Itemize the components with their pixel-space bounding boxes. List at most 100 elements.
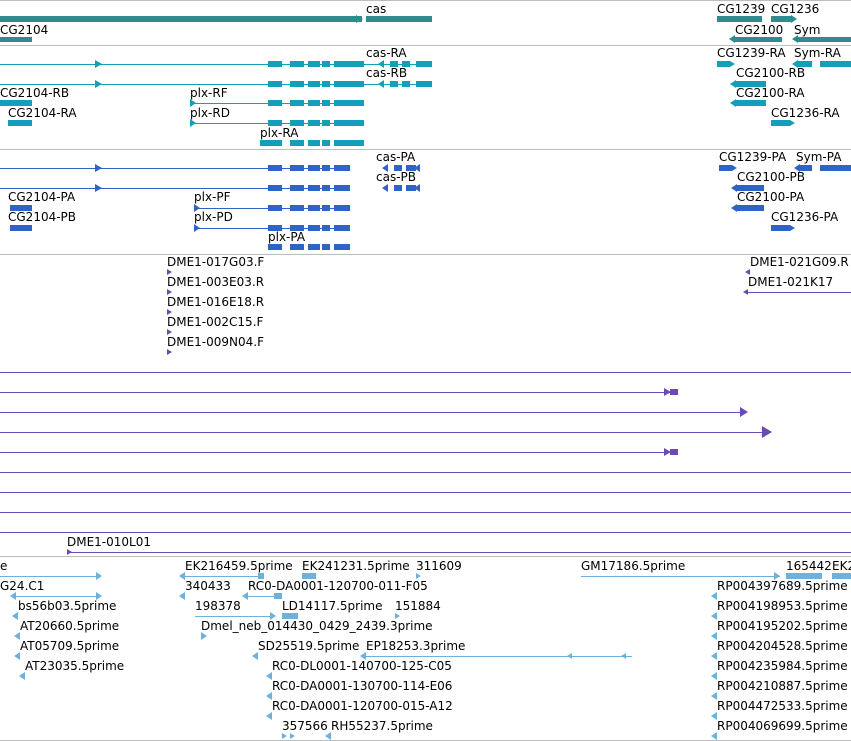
- track-divider: [0, 45, 851, 46]
- feature-exon-block: [322, 225, 330, 231]
- feature-label: 357566: [282, 719, 328, 733]
- feature-intron-line: [366, 656, 632, 657]
- feature-label: DME1-009N04.F: [167, 335, 265, 349]
- feature-exon-block: [334, 205, 350, 211]
- feature-exon-block: [800, 165, 812, 171]
- feature-label: CG2100-PB: [737, 170, 806, 184]
- feature-label: plx-RA: [260, 126, 299, 140]
- strand-arrow-left-icon: [14, 632, 20, 640]
- feature-exon-block: [274, 593, 282, 599]
- feature-exon-block: [334, 140, 364, 146]
- feature-exon-block: [334, 81, 364, 87]
- feature-label: CG2100-RB: [736, 66, 806, 80]
- feature-intron-line: [0, 64, 432, 65]
- feature-exon-block: [670, 389, 678, 395]
- track-divider: [0, 0, 851, 1]
- feature-exon-block: [717, 16, 762, 22]
- strand-arrow-right-icon: [95, 60, 102, 68]
- feature-exon-block: [268, 205, 282, 211]
- strand-arrow-right-icon: [96, 572, 102, 580]
- strand-arrow-right-icon: [194, 224, 200, 232]
- feature-exon-block: [308, 81, 320, 87]
- strand-arrow-right-icon: [190, 99, 196, 107]
- strand-arrow-right-icon: [762, 426, 772, 438]
- feature-label: 151884: [395, 599, 441, 613]
- feature-exon-block: [322, 61, 330, 67]
- strand-arrow-left-icon: [252, 652, 258, 660]
- strand-arrow-left-icon: [711, 592, 717, 600]
- feature-exon-block: [290, 120, 304, 126]
- strand-arrow-left-icon: [711, 632, 717, 640]
- feature-label: RP004069699.5prime: [717, 719, 848, 733]
- feature-exon-block: [268, 61, 282, 67]
- feature-intron-line: [581, 576, 780, 577]
- strand-arrow-left-icon: [179, 592, 185, 600]
- feature-exon-block: [771, 120, 790, 126]
- feature-label: DME1-021K17: [748, 275, 834, 289]
- strand-arrow-right-icon: [774, 572, 780, 580]
- feature-label: 311609: [416, 559, 462, 573]
- feature-exon-block: [322, 140, 330, 146]
- feature-exon-block: [290, 225, 304, 231]
- strand-arrow-left-icon: [266, 672, 272, 680]
- feature-exon-block: [366, 16, 432, 22]
- feature-exon-block: [394, 185, 402, 191]
- strand-arrow-left-icon: [711, 692, 717, 700]
- strand-arrow-right-icon: [67, 549, 72, 555]
- feature-label: CG2100-RA: [736, 86, 805, 100]
- strand-arrow-left-icon: [414, 184, 420, 192]
- strand-arrow-right-icon: [167, 309, 172, 315]
- feature-exon-block: [260, 140, 282, 146]
- feature-label: plx-RD: [190, 106, 230, 120]
- feature-label: AT23035.5prime: [25, 659, 125, 673]
- feature-exon-block: [786, 573, 822, 579]
- feature-exon-block: [302, 573, 316, 579]
- feature-label: CG1236-PA: [771, 210, 839, 224]
- feature-label: RP004235984.5prime: [717, 659, 848, 673]
- feature-exon-block: [268, 100, 282, 106]
- feature-label: 165442: [786, 559, 832, 573]
- feature-intron-line: [0, 432, 764, 433]
- feature-exon-block: [308, 225, 320, 231]
- feature-intron-line: [748, 292, 851, 293]
- strand-arrow-right-icon: [201, 632, 207, 640]
- feature-label: RC0-DA0001-120700-015-A12: [272, 699, 453, 713]
- feature-label: DME1-021G09.R: [750, 255, 849, 269]
- feature-intron-line: [0, 452, 670, 453]
- feature-exon-block: [406, 165, 416, 171]
- feature-label: RP004198953.5prime: [717, 599, 848, 613]
- feature-exon-block: [290, 185, 304, 191]
- feature-exon-block: [268, 165, 282, 171]
- feature-label: bs56b03.5prime: [18, 599, 117, 613]
- feature-exon-block: [334, 165, 350, 171]
- feature-exon-block: [416, 81, 432, 87]
- strand-arrow-right-icon: [356, 15, 363, 23]
- feature-exon-block: [290, 81, 304, 87]
- feature-label: DME1-010L01: [67, 535, 151, 549]
- strand-arrow-left-icon: [745, 269, 750, 275]
- strand-arrow-left-icon: [792, 35, 798, 43]
- feature-exon-block: [771, 16, 791, 22]
- feature-label: Dmel_neb_014430_0429_2439.3prime: [201, 619, 433, 633]
- feature-label: CG2104-RB: [0, 86, 70, 100]
- feature-exon-block: [282, 613, 298, 619]
- strand-arrow-left-icon: [10, 592, 16, 600]
- strand-arrow-left-icon: [621, 653, 626, 659]
- feature-exon-block: [290, 100, 304, 106]
- feature-exon-block: [290, 244, 304, 250]
- feature-label: G24.C1: [0, 579, 45, 593]
- track-divider: [0, 254, 851, 255]
- feature-label: plx-PA: [268, 230, 306, 244]
- strand-arrow-left-icon: [711, 732, 717, 740]
- feature-exon-block: [308, 61, 320, 67]
- feature-label: GM17186.5prime: [581, 559, 686, 573]
- strand-arrow-left-icon: [378, 60, 384, 68]
- feature-exon-block: [334, 61, 364, 67]
- feature-exon-block: [798, 37, 851, 42]
- feature-exon-block: [290, 140, 304, 146]
- feature-exon-block: [717, 61, 730, 67]
- feature-exon-block: [268, 225, 282, 231]
- strand-arrow-right-icon: [167, 289, 172, 295]
- feature-exon-block: [308, 244, 320, 250]
